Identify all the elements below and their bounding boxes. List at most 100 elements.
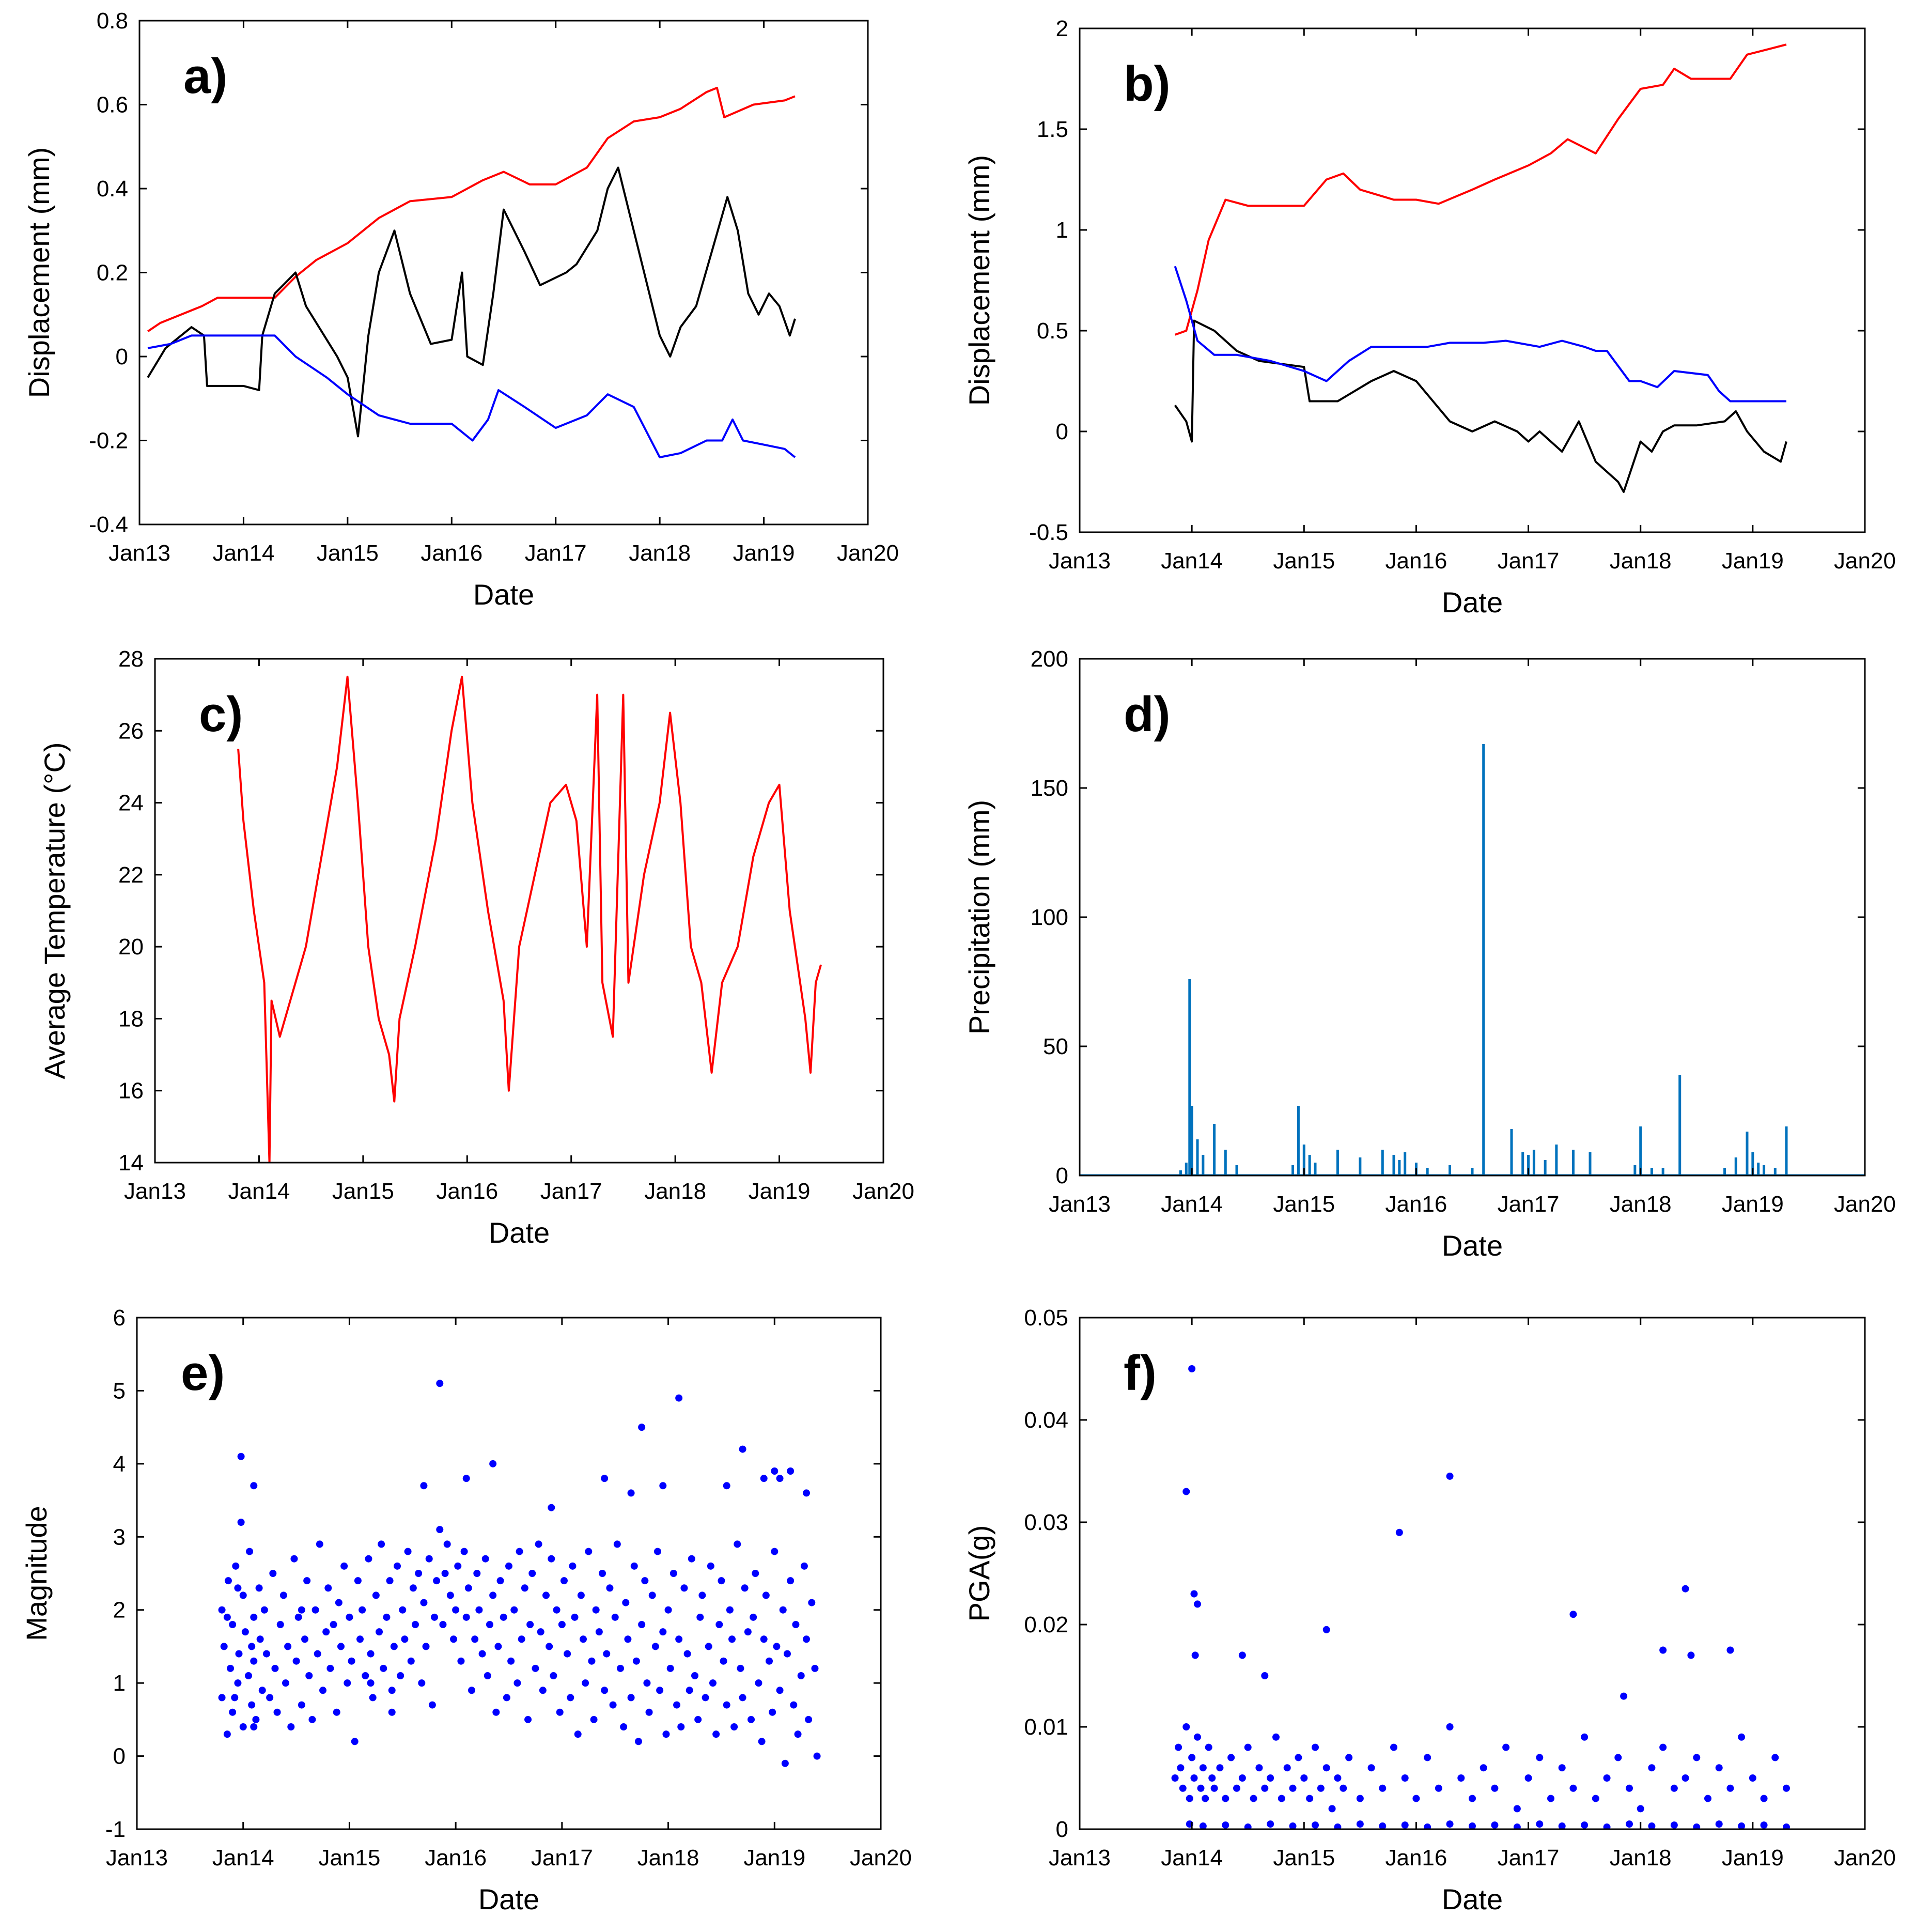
point [308,1715,316,1723]
point [1771,1754,1779,1761]
point [1208,1774,1216,1782]
bar [1302,1145,1305,1176]
y-tick-label: 2 [1056,16,1068,41]
bar [1308,1155,1311,1176]
point [1328,1805,1336,1813]
y-tick-label: -0.2 [89,428,128,454]
point [443,1540,451,1548]
point [664,1606,672,1614]
point [539,1687,547,1694]
point [464,1584,472,1592]
point [651,1643,659,1650]
bar [1359,1157,1362,1176]
point [231,1694,239,1702]
x-tick-label: Jan19 [1722,548,1784,574]
point [471,1635,479,1643]
point [1592,1795,1599,1802]
panel-2: Jan13 Jan14 Jan15 Jan16 Jan17 Jan18 Jan19 Jan20… [38,646,914,1249]
point [1424,1823,1431,1829]
point [500,1613,507,1621]
point [428,1701,436,1709]
point [752,1570,759,1577]
y-tick-label: -1 [105,1817,126,1842]
bar [1314,1163,1317,1176]
point [553,1606,561,1614]
panels: Jan13 Jan14 Jan15 Jan16 Jan17 Jan18 Jan19 Jan20… [20,8,1896,1915]
point [1367,1764,1375,1772]
x-tick-label: Jan18 [637,1845,699,1871]
point [656,1687,664,1694]
point [673,1701,681,1709]
axes-frame [154,658,884,1164]
point [627,1694,635,1702]
point [344,1679,351,1687]
point [803,1635,810,1643]
bar [1196,1139,1199,1176]
point [813,1752,821,1760]
point [415,1570,423,1577]
point [335,1599,342,1606]
x-tick-label: Jan14 [1161,1845,1223,1871]
plot-area [1174,43,1787,493]
point [1682,1585,1689,1593]
point [1704,1795,1711,1802]
point [1334,1823,1342,1829]
bar [1235,1165,1238,1176]
point [436,1526,444,1534]
x-tick-label: Jan17 [525,540,587,566]
point [617,1664,624,1672]
point [248,1701,256,1709]
point [1191,1651,1199,1659]
point [262,1650,270,1658]
point [250,1482,258,1490]
point [592,1606,600,1614]
point [803,1489,810,1497]
point [1670,1784,1678,1792]
point [622,1599,630,1606]
point [762,1591,770,1599]
point [388,1708,396,1716]
point [1446,1820,1454,1828]
panel-0: Jan13 Jan14 Jan15 Jan16 Jan17 Jan18 Jan19 Jan20… [23,8,899,611]
point [1250,1795,1257,1802]
point [1222,1821,1229,1829]
point [227,1664,235,1672]
bar [1633,1165,1637,1176]
point [1283,1764,1291,1772]
point [537,1628,544,1636]
y-tick-label: 0.6 [97,92,128,118]
x-tick-label: Jan16 [421,540,482,566]
point [218,1606,226,1614]
point [1317,1784,1325,1792]
y-axis-label: Precipitation (mm) [963,800,995,1034]
bar [1751,1152,1754,1176]
point [256,1635,264,1643]
bar [1404,1152,1407,1176]
point [548,1555,555,1563]
bar [1482,744,1485,1176]
x-axis-label: Date [1442,586,1503,619]
point [356,1635,364,1643]
point [390,1643,398,1650]
y-tick-label: 0.5 [1037,318,1068,344]
point [433,1577,441,1585]
point [524,1715,532,1723]
point [232,1562,240,1570]
point [271,1664,279,1672]
x-axis-label: Date [1442,1229,1503,1262]
point [481,1555,489,1563]
point [1749,1774,1756,1782]
y-tick-label: 5 [113,1378,126,1403]
point [359,1606,366,1614]
bar [1639,1126,1642,1176]
point [1289,1822,1297,1829]
x-tick-label: Jan20 [852,1179,914,1204]
point [518,1635,525,1643]
x-tick-label: Jan14 [1161,1192,1223,1217]
point [1558,1764,1566,1772]
point [411,1621,419,1628]
point [1626,1784,1633,1792]
y-tick-label: -0.5 [1029,520,1068,545]
point [1289,1784,1297,1792]
